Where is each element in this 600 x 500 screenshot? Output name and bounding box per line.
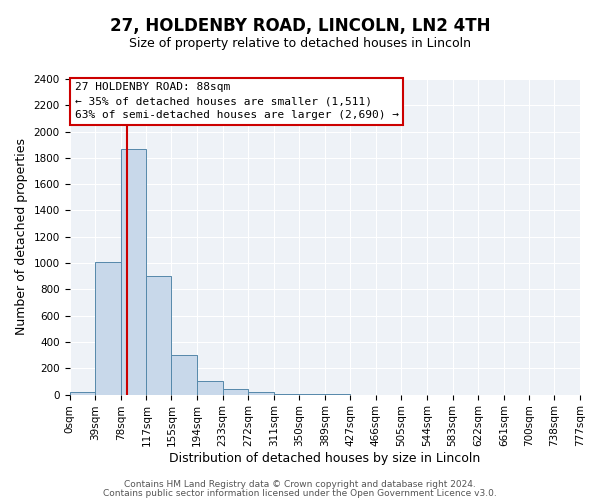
Bar xyxy=(121,148,146,394)
Bar xyxy=(197,382,223,394)
Bar xyxy=(95,262,121,394)
Text: Contains public sector information licensed under the Open Government Licence v3: Contains public sector information licen… xyxy=(103,488,497,498)
Y-axis label: Number of detached properties: Number of detached properties xyxy=(15,138,28,336)
Bar xyxy=(223,388,248,394)
Text: Contains HM Land Registry data © Crown copyright and database right 2024.: Contains HM Land Registry data © Crown c… xyxy=(124,480,476,489)
Text: Size of property relative to detached houses in Lincoln: Size of property relative to detached ho… xyxy=(129,38,471,51)
Text: 27 HOLDENBY ROAD: 88sqm
← 35% of detached houses are smaller (1,511)
63% of semi: 27 HOLDENBY ROAD: 88sqm ← 35% of detache… xyxy=(74,82,398,120)
Bar xyxy=(248,392,274,394)
X-axis label: Distribution of detached houses by size in Lincoln: Distribution of detached houses by size … xyxy=(169,452,481,465)
Bar xyxy=(70,392,95,394)
Text: 27, HOLDENBY ROAD, LINCOLN, LN2 4TH: 27, HOLDENBY ROAD, LINCOLN, LN2 4TH xyxy=(110,18,490,36)
Bar xyxy=(172,355,197,395)
Bar xyxy=(146,276,172,394)
